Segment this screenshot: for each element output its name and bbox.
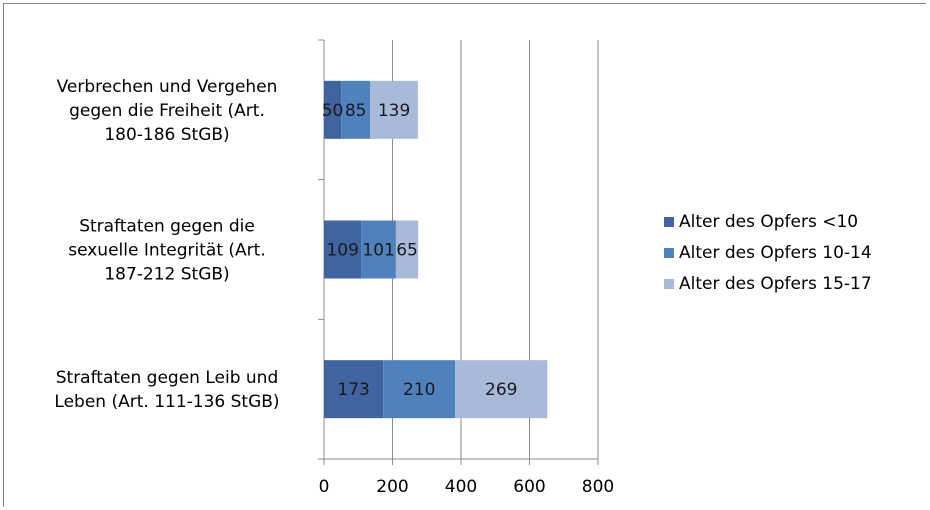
data-label: 85: [345, 101, 367, 121]
stacked-bar-chart: 0 200 400 600 800 173 210 269 Straftaten gegen L…: [54, 39, 872, 497]
category-label: Straftaten gegen die sexuelle Integrität …: [68, 217, 266, 285]
category-label: Verbrechen und Vergehen gegen die Freihei…: [57, 77, 278, 145]
labels: 0 200 400 600 800 173 210 269 Straftaten gegen L…: [54, 77, 614, 497]
legend-label: Alter des Opfers 15-17: [679, 274, 872, 294]
data-label: 173: [337, 380, 369, 400]
legend-label: Alter des Opfers <10: [679, 212, 858, 232]
data-label: 50: [322, 101, 344, 121]
legend-label: Alter des Opfers 10-14: [679, 243, 872, 263]
category-label: Straftaten gegen Leib und Leben (Art. 111…: [54, 368, 279, 412]
bar-segment: [455, 360, 548, 419]
bar-segment: [341, 80, 371, 139]
data-label: 269: [485, 380, 517, 400]
x-tick-label: 800: [582, 477, 614, 497]
x-tick-label: 200: [376, 477, 408, 497]
bar-segment: [324, 80, 342, 139]
x-tick-label: 400: [445, 477, 477, 497]
legend-swatch: [664, 279, 674, 289]
data-label: 139: [378, 101, 410, 121]
chart-frame: 0 200 400 600 800 173 210 269 Straftaten gegen L…: [3, 3, 926, 507]
bar-segment: [361, 220, 396, 279]
bar-segment: [324, 220, 362, 279]
bar-segment: [383, 360, 456, 419]
bars: [324, 80, 548, 419]
legend-swatch: [664, 217, 674, 227]
legend-swatch: [664, 248, 674, 258]
data-label: 210: [403, 380, 435, 400]
bar-segment: [395, 220, 419, 279]
bar-segment: [324, 360, 384, 419]
data-label: 65: [396, 241, 418, 261]
legend: Alter des Opfers <10 Alter des Opfers 10-…: [664, 212, 872, 294]
x-tick-label: 600: [513, 477, 545, 497]
data-label: 109: [326, 241, 358, 261]
bar-segment: [370, 80, 418, 139]
x-tick-label: 0: [319, 477, 330, 497]
data-label: 101: [362, 241, 394, 261]
